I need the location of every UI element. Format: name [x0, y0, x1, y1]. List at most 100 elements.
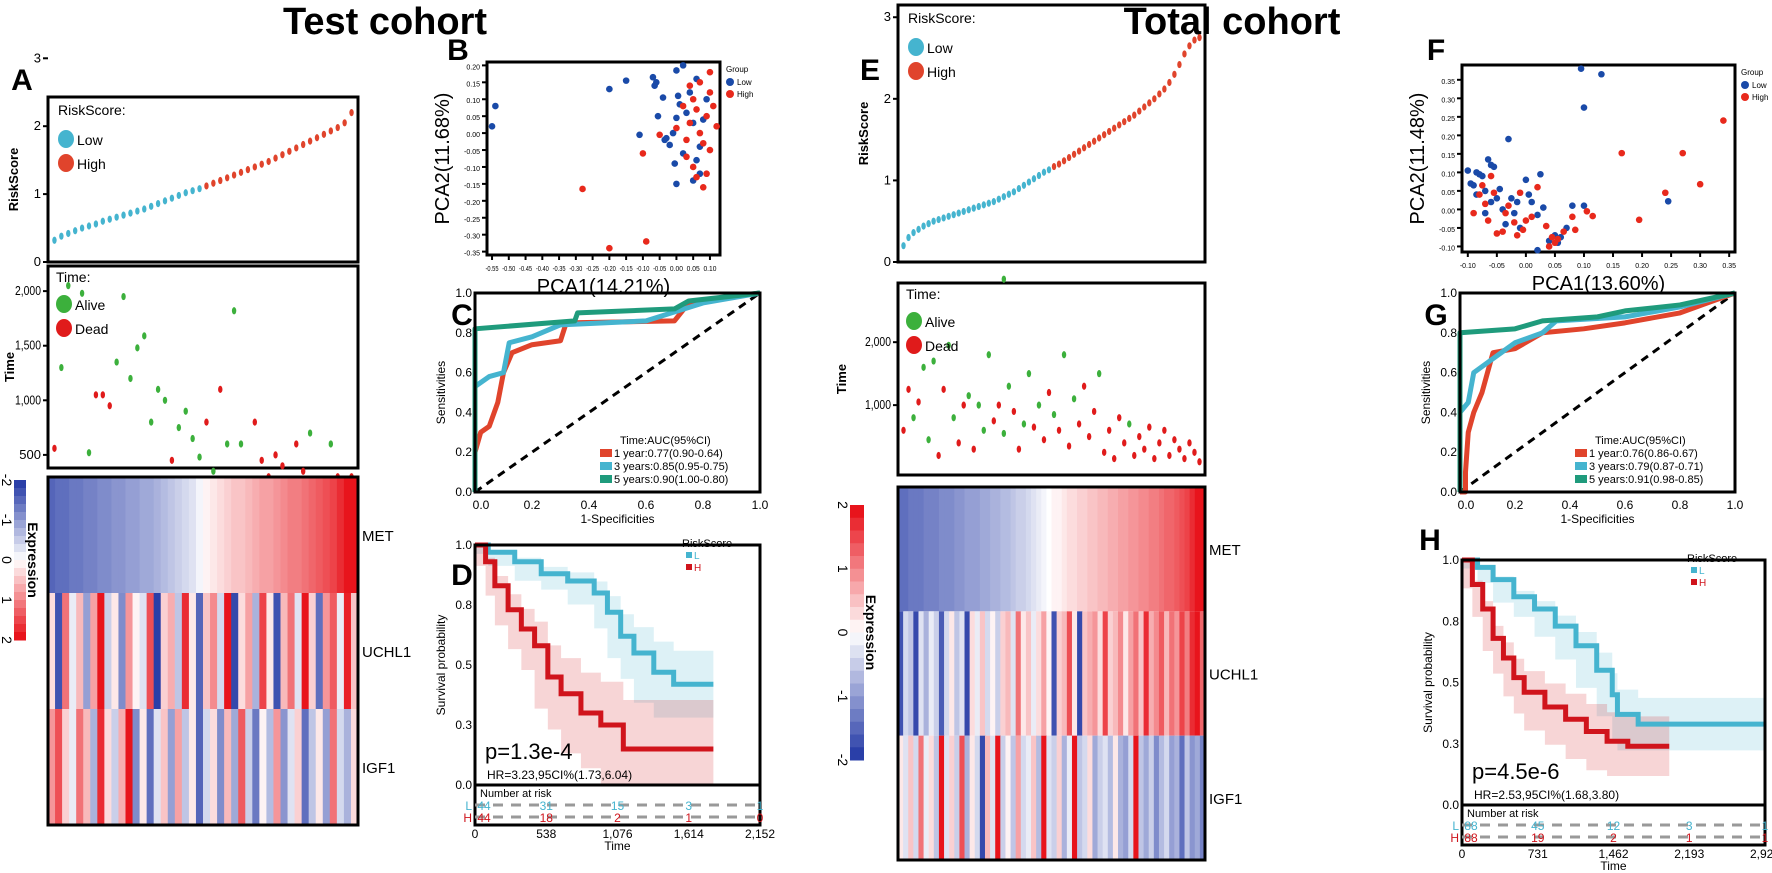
x-tick-label: 1,614: [674, 827, 704, 841]
heatmap-cell: [329, 709, 338, 825]
heatmap-cell: [315, 709, 324, 825]
dead-point: [218, 385, 223, 393]
risk-point-high: [252, 163, 258, 171]
heatmap-cell: [969, 735, 976, 860]
legend-title: Group: [1741, 68, 1764, 77]
heatmap-cell: [1046, 735, 1053, 860]
risk-point-low: [72, 227, 78, 235]
pca-point-low: [1464, 167, 1472, 174]
heatmap-cell: [990, 487, 996, 612]
heatmap-cell: [174, 477, 183, 593]
dead-point: [1091, 407, 1097, 416]
pca-point-high: [1696, 180, 1704, 188]
heatmap-cell: [69, 477, 77, 593]
y-tick-label: 0.20: [1441, 134, 1455, 141]
heatmap-cell: [343, 709, 352, 825]
legend-entry: 5 years:0.91(0.98-0.85): [1589, 474, 1703, 486]
pca-point-high: [696, 79, 704, 86]
risk-point-high: [321, 130, 327, 138]
heatmap-cell: [83, 593, 91, 709]
heatmap-cell: [322, 477, 331, 593]
heatmap-cell: [1143, 611, 1150, 736]
risk-point-low: [1021, 181, 1027, 189]
dead-point: [956, 439, 961, 447]
legend-entry: 5 years:0.90(1.00-0.80): [614, 474, 728, 486]
legend-swatch-low: [1741, 81, 1749, 89]
dead-point: [1137, 433, 1142, 441]
y-tick-label: 0.05: [466, 115, 480, 122]
heatmap-cell: [76, 477, 84, 593]
heatmap-cell: [1102, 735, 1109, 860]
y-tick-label: 2: [34, 118, 41, 133]
heatmap-cell: [1066, 735, 1073, 860]
diagonal-reference-line: [1459, 291, 1736, 494]
heatmap-cell: [1189, 487, 1196, 612]
heatmap-cell: [167, 709, 176, 825]
heatmap-cell: [974, 735, 981, 860]
risk-point-high: [1117, 121, 1122, 129]
y-tick-label: 1: [884, 172, 891, 187]
heatmap-cell: [55, 593, 63, 709]
heatmap-cell: [97, 709, 105, 825]
heatmap-cell: [203, 709, 211, 825]
colorbar-tick-label: 0: [0, 556, 15, 564]
heatmap-cell: [949, 611, 955, 736]
heatmap-cell: [238, 477, 246, 593]
x-tick-label: 0.8: [1672, 498, 1689, 512]
pca-point-low: [674, 92, 682, 100]
heatmap-cell: [1194, 735, 1201, 860]
colorbar-segment: [14, 496, 26, 505]
y-tick-label: 0.00: [1441, 208, 1455, 215]
heatmap-cell: [174, 709, 183, 825]
risk-count: 2: [1610, 831, 1617, 845]
alive-point: [921, 363, 926, 371]
survival-curve-L: [1462, 557, 1765, 727]
pca-point-low: [1525, 191, 1533, 198]
y-axis-label: Time: [2, 352, 17, 382]
heatmap-cell: [898, 487, 904, 612]
risk-point-high: [1147, 99, 1152, 107]
colorbar-segment: [850, 632, 864, 646]
risk-point-high: [1197, 34, 1202, 42]
pca-point-high: [1493, 230, 1501, 237]
heatmap-cell: [1194, 611, 1201, 736]
dead-point: [1011, 407, 1017, 416]
y-tick-label: -0.05: [1439, 227, 1455, 234]
risk-point-low: [936, 215, 941, 224]
pca-point-low: [1481, 209, 1489, 217]
heatmap-cell: [294, 477, 303, 593]
heatmap-cell: [908, 487, 914, 612]
heatmap-cell: [160, 709, 169, 825]
dead-point: [252, 418, 258, 426]
risk-point-low: [926, 220, 931, 228]
heatmap-cell: [350, 709, 359, 825]
heatmap-cell: [1199, 487, 1206, 612]
heatmap-cell: [1071, 735, 1078, 860]
heatmap-cell: [167, 593, 176, 709]
dead-point: [936, 451, 941, 460]
pca-point-low: [693, 156, 700, 164]
risk-point-low: [941, 214, 946, 222]
heatmap-cell: [1179, 611, 1186, 736]
heatmap-cell: [938, 487, 945, 612]
heatmap-cell: [1046, 611, 1053, 736]
risk-point-high: [1177, 60, 1182, 69]
heatmap-cell: [1128, 611, 1134, 736]
heatmap-cell: [1123, 487, 1129, 612]
risk-count: 88: [1464, 831, 1478, 845]
legend-swatch-alive: [906, 312, 922, 330]
pca-point-low: [673, 67, 680, 74]
x-tick-label: 0: [472, 827, 479, 841]
heatmap-cell: [1158, 487, 1165, 612]
risk-point-high: [300, 140, 306, 149]
risk-point-low: [1006, 190, 1012, 198]
x-axis-label: PCA1(14.21%): [537, 276, 670, 298]
x-tick-label: -0.05: [1489, 263, 1505, 270]
alive-point: [190, 434, 195, 443]
alive-point: [66, 282, 71, 290]
x-tick-label: 1.0: [752, 498, 769, 512]
legend-swatch-alive: [56, 295, 72, 313]
legend-entry: 3 years:0.85(0.95-0.75): [614, 461, 728, 473]
dead-point: [1167, 451, 1172, 460]
heatmap-cell: [1138, 611, 1145, 736]
